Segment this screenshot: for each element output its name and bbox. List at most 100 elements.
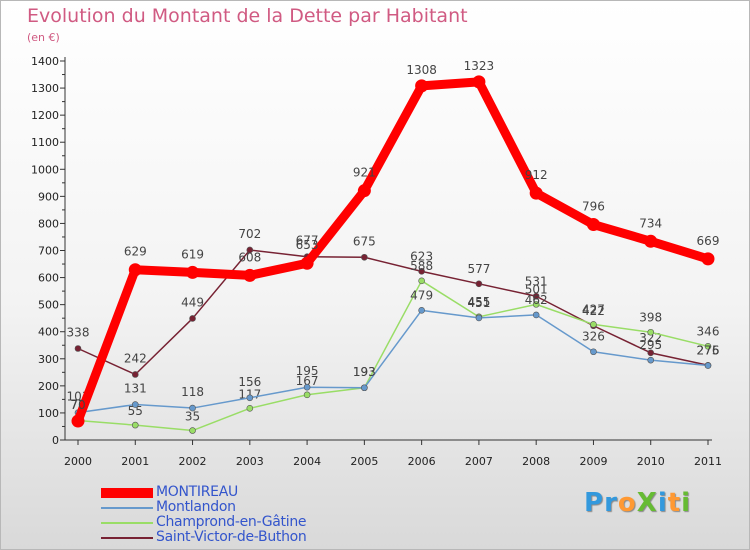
data-label-champrond-en-gatine-2001: 55	[128, 404, 143, 418]
point-champrond-en-gatine-2010	[647, 328, 655, 336]
data-label-saint-victor-de-buthon-2007: 577	[467, 262, 490, 276]
y-tick-label-1000: 1000	[31, 163, 59, 176]
point-montlandon-2008	[532, 311, 540, 319]
proxiti-logo: ProXiti	[584, 488, 691, 518]
x-tick-label-2007: 2007	[465, 455, 493, 468]
y-tick-label-800: 800	[38, 217, 59, 230]
point-saint-victor-de-buthon-2006	[418, 268, 425, 275]
x-tick-label-2000: 2000	[64, 455, 92, 468]
point-champrond-en-gatine-2008	[532, 301, 540, 308]
data-label-montlandon-2007: 451	[467, 296, 490, 310]
point-saint-victor-de-buthon-2010	[647, 349, 655, 357]
data-label-montlandon-2011: 275	[697, 344, 720, 358]
data-label-montireau-2010: 734	[639, 216, 662, 230]
data-label-montireau-2007: 1323	[464, 59, 495, 73]
data-label-montireau-2001: 629	[124, 245, 147, 259]
data-label-champrond-en-gatine-2005: 193	[353, 365, 376, 379]
point-montireau-2008	[529, 186, 543, 200]
point-montireau-2000	[71, 414, 85, 428]
legend-swatch-saint-victor-de-buthon	[101, 537, 153, 539]
legend-item-montireau: MONTIREAU	[101, 484, 361, 501]
legend-item-montlandon: Montlandon	[101, 499, 361, 516]
data-label-champrond-en-gatine-2002: 35	[185, 410, 200, 424]
x-tick-label-2010: 2010	[637, 455, 665, 468]
logo-letter-3: X	[636, 488, 658, 518]
data-label-montireau-2000: 70	[70, 398, 85, 412]
y-tick-label-500: 500	[38, 299, 59, 312]
data-label-saint-victor-de-buthon-2006: 623	[410, 249, 433, 263]
data-label-montlandon-2009: 326	[582, 330, 605, 344]
x-tick-label-2002: 2002	[179, 455, 207, 468]
point-saint-victor-de-buthon-2002	[189, 315, 196, 322]
point-champrond-en-gatine-2011	[704, 343, 712, 350]
point-saint-victor-de-buthon-2000	[74, 345, 82, 352]
data-label-saint-victor-de-buthon-2008: 531	[525, 274, 548, 288]
data-label-saint-victor-de-buthon-2005: 675	[353, 234, 376, 248]
series-line-saint-victor-de-buthon	[77, 249, 709, 376]
data-label-montireau-2002: 619	[181, 247, 204, 261]
x-tick-label-2004: 2004	[293, 455, 321, 468]
point-saint-victor-de-buthon-2007	[475, 280, 483, 288]
logo-letter-6: i	[681, 488, 692, 518]
series-line-montlandon	[77, 309, 709, 414]
data-label-montlandon-2010: 295	[639, 338, 662, 352]
x-tick-label-2011: 2011	[694, 455, 722, 468]
data-label-saint-victor-de-buthon-2003: 702	[238, 227, 261, 241]
point-saint-victor-de-buthon-2003	[246, 246, 254, 254]
data-label-montlandon-2005: 193	[353, 365, 376, 379]
legend-swatch-montlandon	[101, 507, 153, 509]
data-label-montireau-2003: 608	[238, 250, 261, 264]
point-montireau-2002	[186, 265, 200, 279]
legend-label-montlandon: Montlandon	[156, 499, 236, 515]
y-tick-label-0: 0	[52, 434, 59, 447]
point-montlandon-2006	[418, 307, 425, 314]
legend-swatch-montireau	[101, 488, 153, 498]
data-label-montlandon-2006: 479	[410, 288, 433, 302]
data-label-montireau-2008: 912	[525, 168, 548, 182]
data-label-montlandon-2001: 131	[124, 382, 147, 396]
data-label-champrond-en-gatine-2003: 117	[238, 387, 261, 401]
y-tick-label-600: 600	[38, 272, 59, 285]
data-label-saint-victor-de-buthon-2002: 449	[181, 295, 204, 309]
point-montlandon-2004	[303, 383, 311, 391]
data-label-champrond-en-gatine-2011: 346	[697, 324, 720, 338]
data-label-montlandon-2002: 118	[181, 385, 204, 399]
legend-label-saint-victor-de-buthon: Saint-Victor-de-Buthon	[156, 529, 307, 545]
point-montireau-2010	[644, 234, 658, 248]
point-montlandon-2007	[475, 314, 483, 322]
point-champrond-en-gatine-2004	[303, 391, 311, 399]
point-saint-victor-de-buthon-2001	[131, 371, 139, 378]
point-montlandon-2009	[590, 348, 597, 356]
series-line-montireau	[73, 77, 713, 426]
point-montireau-2001	[128, 263, 142, 277]
y-tick-label-1300: 1300	[31, 82, 59, 95]
point-montireau-2003	[243, 268, 257, 282]
x-tick-label-2009: 2009	[579, 455, 607, 468]
data-label-champrond-en-gatine-2010: 398	[639, 310, 662, 324]
legend-label-montireau: MONTIREAU	[156, 484, 238, 500]
chart-subtitle: (en €)	[27, 31, 60, 44]
x-tick-label-2008: 2008	[522, 455, 550, 468]
chart-title: Evolution du Montant de la Dette par Hab…	[27, 5, 468, 27]
logo-letter-2: o	[617, 488, 637, 518]
point-montlandon-2003	[246, 394, 254, 402]
legend-label-champrond-en-gatine: Champrond-en-Gâtine	[156, 514, 307, 530]
point-montlandon-2002	[189, 404, 196, 412]
data-label-saint-victor-de-buthon-2000: 338	[67, 325, 90, 339]
series-line-champrond-en-gatine	[77, 280, 709, 432]
y-tick-label-700: 700	[38, 245, 59, 258]
data-label-saint-victor-de-buthon-2011: 276	[697, 343, 720, 357]
point-montireau-2005	[357, 184, 371, 198]
point-saint-victor-de-buthon-2008	[532, 292, 540, 300]
point-saint-victor-de-buthon-2005	[361, 253, 368, 261]
data-label-champrond-en-gatine-2007: 455	[467, 295, 490, 309]
point-montlandon-2011	[704, 362, 712, 369]
y-tick-label-1400: 1400	[31, 55, 59, 68]
legend-item-champrond-en-gatine: Champrond-en-Gâtine	[101, 514, 361, 531]
point-montireau-2004	[300, 256, 314, 270]
logo-letter-1: r	[604, 488, 618, 518]
point-montireau-2009	[586, 218, 600, 232]
